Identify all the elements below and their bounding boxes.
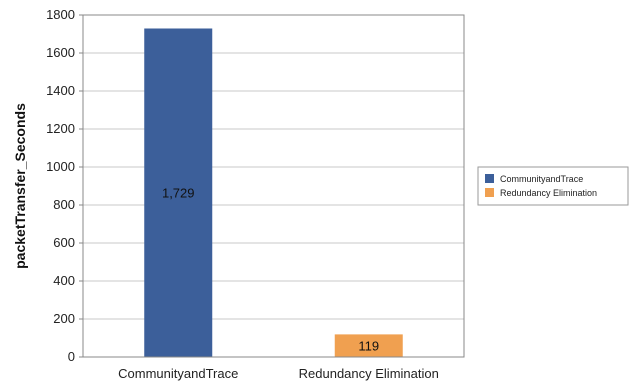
y-tick-label: 1400 [46, 83, 75, 98]
y-tick-label: 1800 [46, 7, 75, 22]
y-tick-label: 1200 [46, 121, 75, 136]
gridlines [79, 14, 464, 358]
bar-redundancy-elimination [334, 334, 403, 357]
y-tick-label: 200 [53, 311, 75, 326]
y-tick-label: 1000 [46, 159, 75, 174]
legend-label: Redundancy Elimination [500, 188, 597, 198]
y-tick-label: 800 [53, 197, 75, 212]
legend: CommunityandTrace Redundancy Elimination [477, 166, 629, 206]
y-axis-title: packetTransfer_Seconds [12, 103, 28, 269]
y-tick-label: 1600 [46, 45, 75, 60]
legend-label: CommunityandTrace [500, 174, 583, 184]
legend-swatch [485, 174, 494, 183]
x-category-label: Redundancy Elimination [299, 366, 439, 381]
legend-box [477, 166, 629, 206]
y-tick-label: 400 [53, 273, 75, 288]
data-labels: 1,729 119 [162, 186, 379, 354]
bars [144, 28, 403, 358]
legend-swatch [485, 188, 494, 197]
x-axis-categories: CommunityandTrace Redundancy Elimination [118, 366, 439, 381]
x-category-label: CommunityandTrace [118, 366, 238, 381]
y-tick-label: 600 [53, 235, 75, 250]
y-axis-ticks: 0 200 400 600 800 1000 1200 1400 1600 1800 [46, 7, 75, 364]
data-label: 1,729 [162, 186, 195, 201]
data-label: 119 [358, 339, 379, 354]
bar-communityandtrace [144, 28, 213, 358]
plot-area-border [82, 14, 465, 358]
y-tick-label: 0 [68, 349, 75, 364]
